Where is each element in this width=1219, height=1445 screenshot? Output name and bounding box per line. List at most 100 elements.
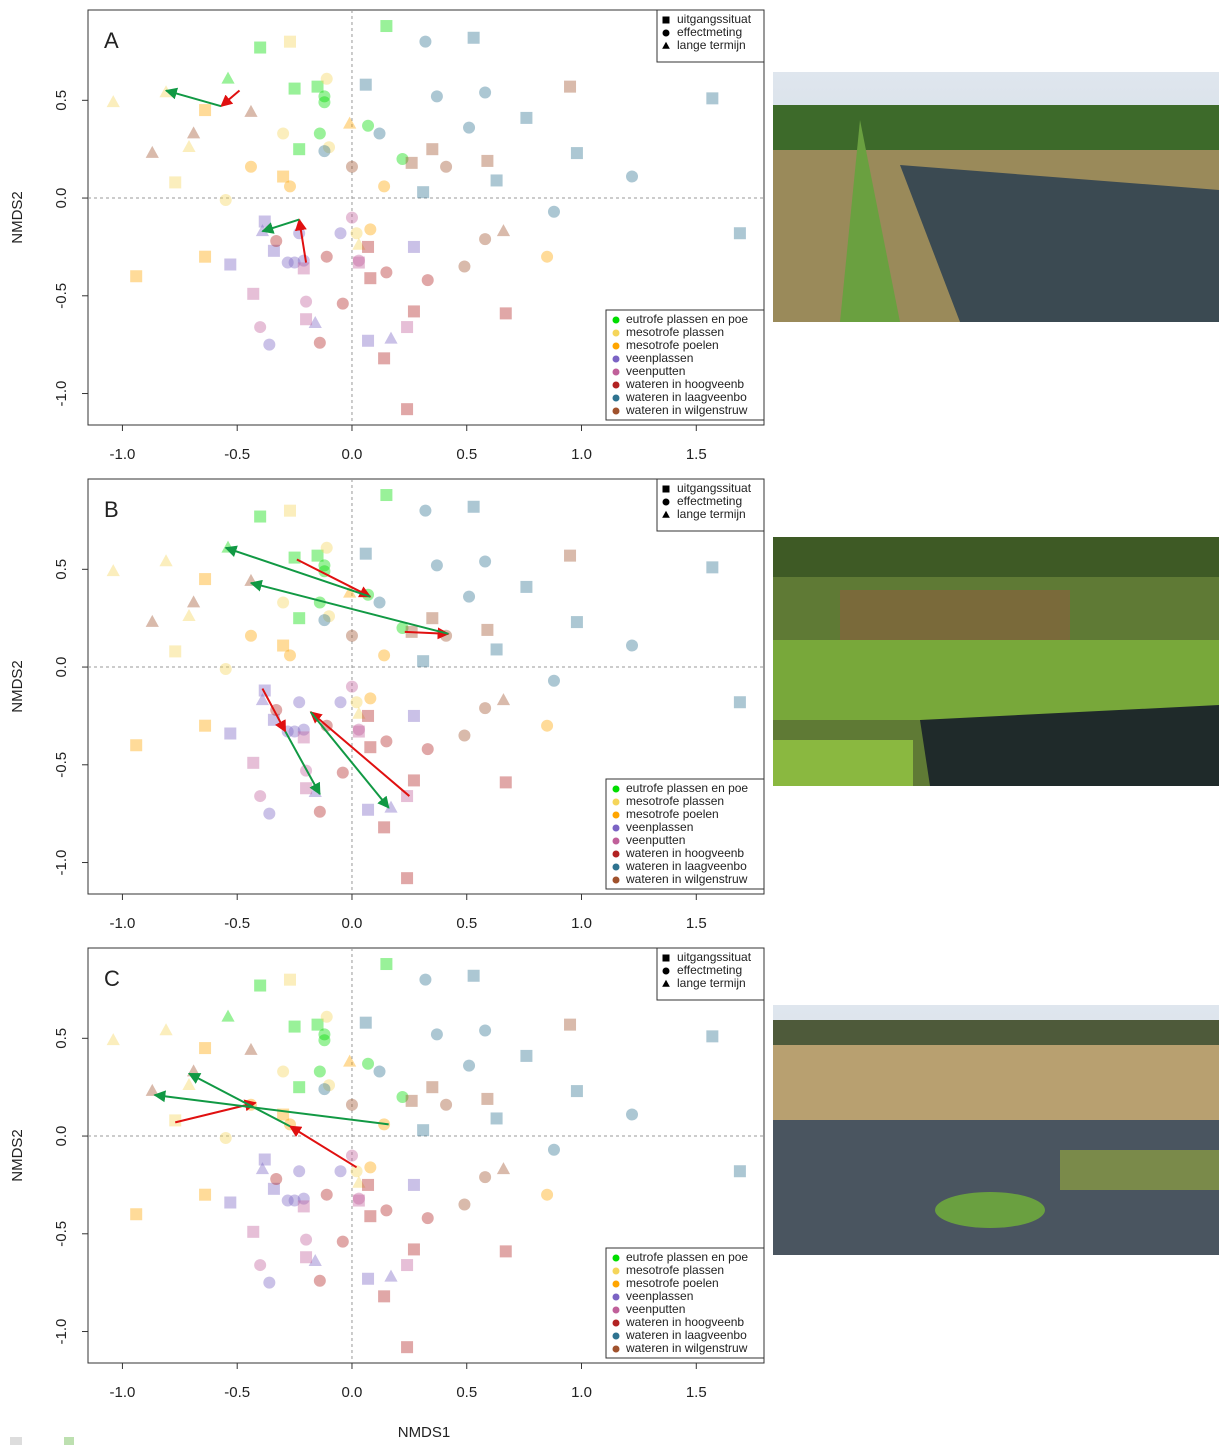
y-tick-label: -1.0 bbox=[53, 850, 70, 876]
point bbox=[467, 969, 480, 982]
point bbox=[547, 1143, 560, 1156]
point bbox=[520, 580, 533, 593]
point bbox=[359, 1016, 372, 1029]
legend-swatch bbox=[612, 368, 620, 376]
point bbox=[345, 211, 358, 224]
point bbox=[186, 595, 201, 608]
x-tick-label: 0.5 bbox=[456, 1384, 477, 1401]
point bbox=[479, 702, 492, 715]
legend-swatch bbox=[612, 1280, 620, 1288]
legend-swatch bbox=[612, 355, 620, 363]
point bbox=[364, 223, 377, 236]
point bbox=[254, 321, 267, 334]
point bbox=[343, 116, 357, 129]
point bbox=[421, 1212, 434, 1225]
point bbox=[401, 872, 414, 885]
plot-frame bbox=[87, 9, 765, 426]
point bbox=[247, 1225, 260, 1238]
point bbox=[277, 127, 290, 140]
arrow bbox=[164, 87, 222, 108]
point bbox=[130, 739, 143, 752]
legend-label: eutrofe plassen en poe bbox=[626, 1250, 748, 1264]
point bbox=[221, 1009, 235, 1022]
point bbox=[283, 504, 296, 517]
legend-label: eutrofe plassen en poe bbox=[626, 781, 748, 795]
legend-marker bbox=[662, 41, 670, 49]
point bbox=[570, 616, 583, 629]
icon bbox=[64, 1437, 74, 1445]
y-tick-label: -0.5 bbox=[53, 752, 70, 778]
x-tick-label: 0.5 bbox=[456, 446, 477, 463]
legend-swatch bbox=[612, 394, 620, 402]
point bbox=[396, 152, 409, 165]
point bbox=[396, 1090, 409, 1103]
panel: -1.0 -0.5 0.0 0.5 1.0 1.5 -1.0 -0.5 0.0 0.5 NMDS2 B… bbox=[9, 478, 765, 932]
point bbox=[570, 1085, 583, 1098]
point bbox=[219, 1132, 232, 1145]
legend-box bbox=[605, 1247, 765, 1359]
x-tick-label: -1.0 bbox=[110, 915, 136, 932]
point bbox=[352, 706, 366, 719]
point bbox=[254, 41, 267, 54]
point bbox=[199, 250, 212, 263]
point bbox=[407, 305, 420, 318]
point bbox=[323, 1079, 336, 1092]
legend-swatch bbox=[612, 1345, 620, 1353]
point bbox=[199, 104, 212, 117]
point bbox=[407, 709, 420, 722]
legend-label: lange termijn bbox=[677, 38, 746, 52]
point bbox=[254, 979, 267, 992]
point bbox=[224, 1196, 237, 1209]
point bbox=[706, 1030, 719, 1043]
legend-label: mesotrofe poelen bbox=[626, 807, 719, 821]
panel-label: C bbox=[104, 966, 120, 991]
point bbox=[407, 1178, 420, 1191]
legend-marker bbox=[662, 510, 670, 518]
legend-label: veenputten bbox=[626, 1302, 685, 1316]
x-tick-label: -1.0 bbox=[110, 446, 136, 463]
point bbox=[364, 272, 377, 285]
x-tick-label: 0.5 bbox=[456, 915, 477, 932]
point bbox=[481, 623, 494, 636]
point bbox=[626, 1108, 639, 1121]
point bbox=[145, 614, 159, 627]
point bbox=[362, 803, 375, 816]
legend-label: wateren in wilgenstruw bbox=[625, 872, 748, 886]
y-tick-label: -0.5 bbox=[53, 283, 70, 309]
point bbox=[182, 1078, 196, 1091]
point bbox=[626, 639, 639, 652]
marker-legend-box bbox=[656, 478, 765, 532]
point bbox=[564, 549, 577, 562]
point bbox=[364, 1210, 377, 1223]
point bbox=[467, 31, 480, 44]
x-tick-label: 1.5 bbox=[686, 915, 707, 932]
point bbox=[224, 258, 237, 271]
point bbox=[373, 1065, 386, 1078]
point bbox=[426, 612, 439, 625]
point bbox=[378, 352, 391, 365]
point bbox=[130, 270, 143, 283]
point bbox=[362, 119, 375, 132]
point bbox=[293, 1165, 306, 1178]
point bbox=[430, 559, 443, 572]
point bbox=[258, 684, 271, 697]
y-axis-label: NMDS2 bbox=[9, 660, 26, 713]
point bbox=[244, 629, 257, 642]
point bbox=[384, 1269, 398, 1282]
point bbox=[352, 723, 365, 736]
photo-3 bbox=[773, 1005, 1219, 1255]
legend-swatch bbox=[612, 407, 620, 415]
arrow bbox=[224, 545, 371, 598]
point bbox=[417, 186, 430, 199]
point bbox=[169, 176, 182, 189]
point bbox=[364, 741, 377, 754]
point bbox=[564, 80, 577, 93]
point bbox=[430, 90, 443, 103]
point bbox=[417, 655, 430, 668]
legend-label: wateren in wilgenstruw bbox=[625, 1341, 748, 1355]
marker-legend-box bbox=[656, 947, 765, 1001]
point bbox=[364, 1161, 377, 1174]
point bbox=[362, 240, 375, 253]
point bbox=[244, 104, 258, 117]
point bbox=[313, 336, 326, 349]
